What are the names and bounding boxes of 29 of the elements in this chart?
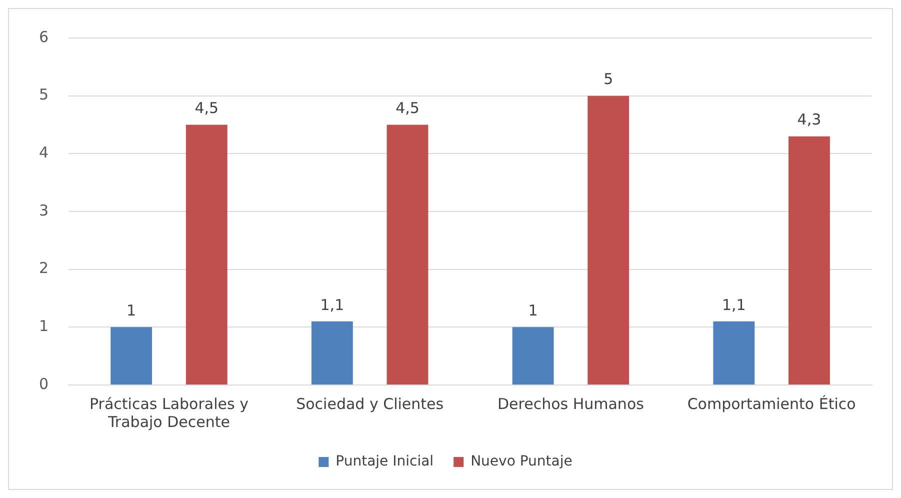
data-label: 1,1	[722, 296, 746, 314]
x-tick-label: Comportamiento Ético	[687, 394, 856, 413]
data-label: 4,5	[194, 99, 219, 118]
bar	[713, 321, 755, 384]
data-label: 5	[604, 70, 614, 88]
legend-label: Puntaje Inicial	[336, 454, 434, 470]
bar	[110, 327, 152, 384]
bar	[311, 321, 353, 384]
x-tick-label: Derechos Humanos	[497, 394, 644, 413]
data-label: 4,5	[396, 99, 420, 118]
bar	[186, 124, 228, 384]
data-label: 4,3	[797, 110, 822, 129]
y-tick-label: 5	[38, 86, 49, 104]
x-tick-label: Prácticas Laborales y Trabajo Decente	[90, 394, 249, 431]
y-tick-label: 6	[38, 28, 49, 46]
y-tick-label: 0	[38, 374, 49, 393]
y-tick-label: 4	[38, 144, 49, 162]
y-tick-label: 3	[38, 201, 49, 220]
data-label: 1	[126, 302, 136, 320]
bar	[588, 96, 630, 384]
y-tick-label: 2	[38, 259, 49, 278]
data-label: 1	[528, 302, 538, 320]
x-tick-label: Sociedad y Clientes	[296, 394, 444, 413]
y-tick-label: 1	[38, 317, 49, 336]
data-label: 1,1	[320, 296, 344, 314]
bar	[788, 136, 830, 384]
legend-label: Nuevo Puntaje	[470, 454, 572, 470]
bar	[512, 327, 554, 384]
bar	[386, 124, 428, 384]
